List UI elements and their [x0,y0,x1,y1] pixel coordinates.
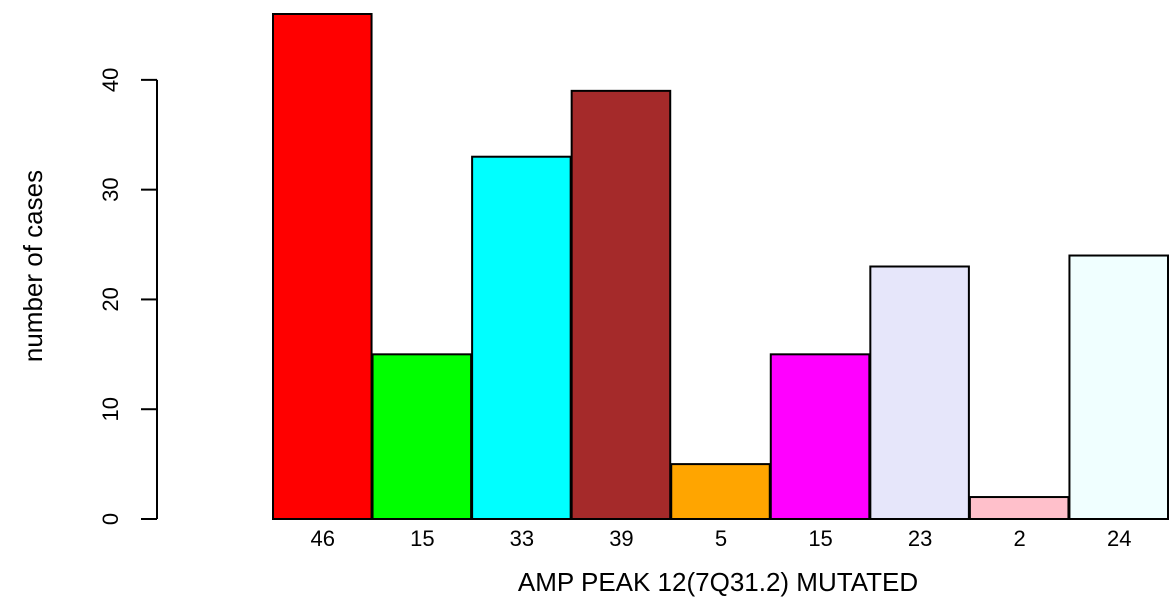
x-axis-title: AMP PEAK 12(7Q31.2) MUTATED [518,567,918,597]
bar [968,496,1070,521]
y-ticks: 0 10 20 30 40 [98,68,157,525]
y-tick-label: 20 [98,287,123,311]
x-tick-label: 33 [510,526,534,551]
y-tick-label: 30 [98,177,123,201]
x-tick-label: 23 [908,526,932,551]
y-tick-label: 0 [98,513,123,525]
x-tick-label: 15 [410,526,434,551]
x-tick-label: 39 [609,526,633,551]
x-tick-label: 5 [715,526,727,551]
bar [869,265,970,520]
y-axis-title: number of cases [18,170,48,362]
bar [371,353,473,520]
bar [670,463,771,521]
y-axis: 0 10 20 30 40 [98,68,158,525]
x-tick-label: 46 [311,526,335,551]
bars [272,13,1169,521]
bar [471,155,572,521]
y-tick-label: 40 [98,68,123,92]
bar-labels: 46 15 33 39 5 15 23 2 24 [311,526,1132,551]
bar [769,353,871,520]
x-tick-label: 15 [808,526,832,551]
bar [1068,254,1169,521]
x-tick-label: 2 [1014,526,1026,551]
bar [570,89,672,520]
x-tick-label: 24 [1107,526,1131,551]
y-tick-label: 10 [98,397,123,421]
bar [272,13,373,520]
